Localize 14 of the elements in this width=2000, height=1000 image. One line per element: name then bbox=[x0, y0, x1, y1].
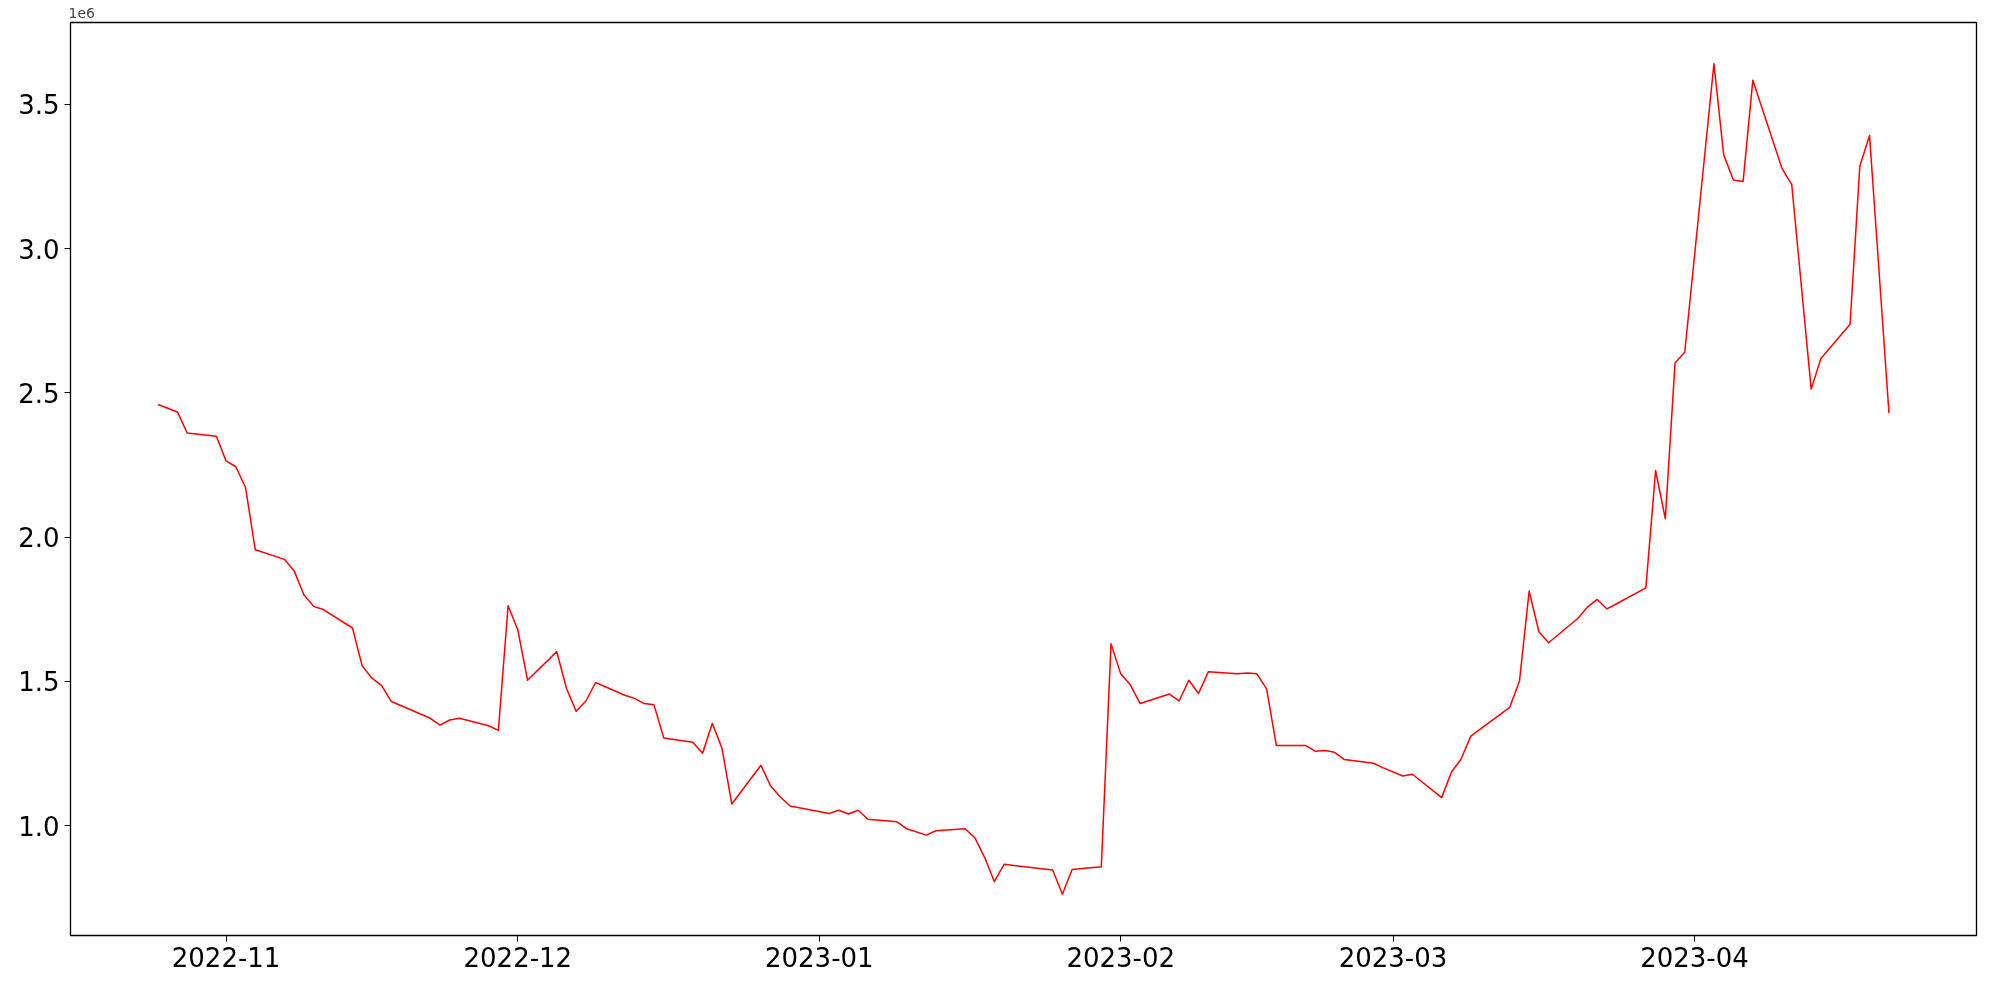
x-tick-label: 2023-02 bbox=[1066, 942, 1176, 973]
text: 1e6 bbox=[68, 4, 96, 21]
y-tick-label: 3.5 bbox=[18, 90, 60, 121]
x-tick-label: 2023-01 bbox=[764, 942, 874, 973]
y-tick-label: 1.0 bbox=[18, 811, 60, 842]
x-tick-label: 2022-12 bbox=[463, 942, 573, 973]
y-tick-label: 2.0 bbox=[18, 523, 60, 554]
y-tick-label: 1.5 bbox=[18, 667, 60, 698]
x-tick-label: 2023-03 bbox=[1338, 942, 1448, 973]
x-tick-label: 2023-04 bbox=[1640, 942, 1749, 973]
y-tick-label: 2.5 bbox=[18, 378, 60, 409]
y-tick-label: 3.0 bbox=[18, 234, 60, 265]
x-tick-label: 2022-11 bbox=[171, 942, 281, 973]
line-series bbox=[157, 63, 1890, 895]
